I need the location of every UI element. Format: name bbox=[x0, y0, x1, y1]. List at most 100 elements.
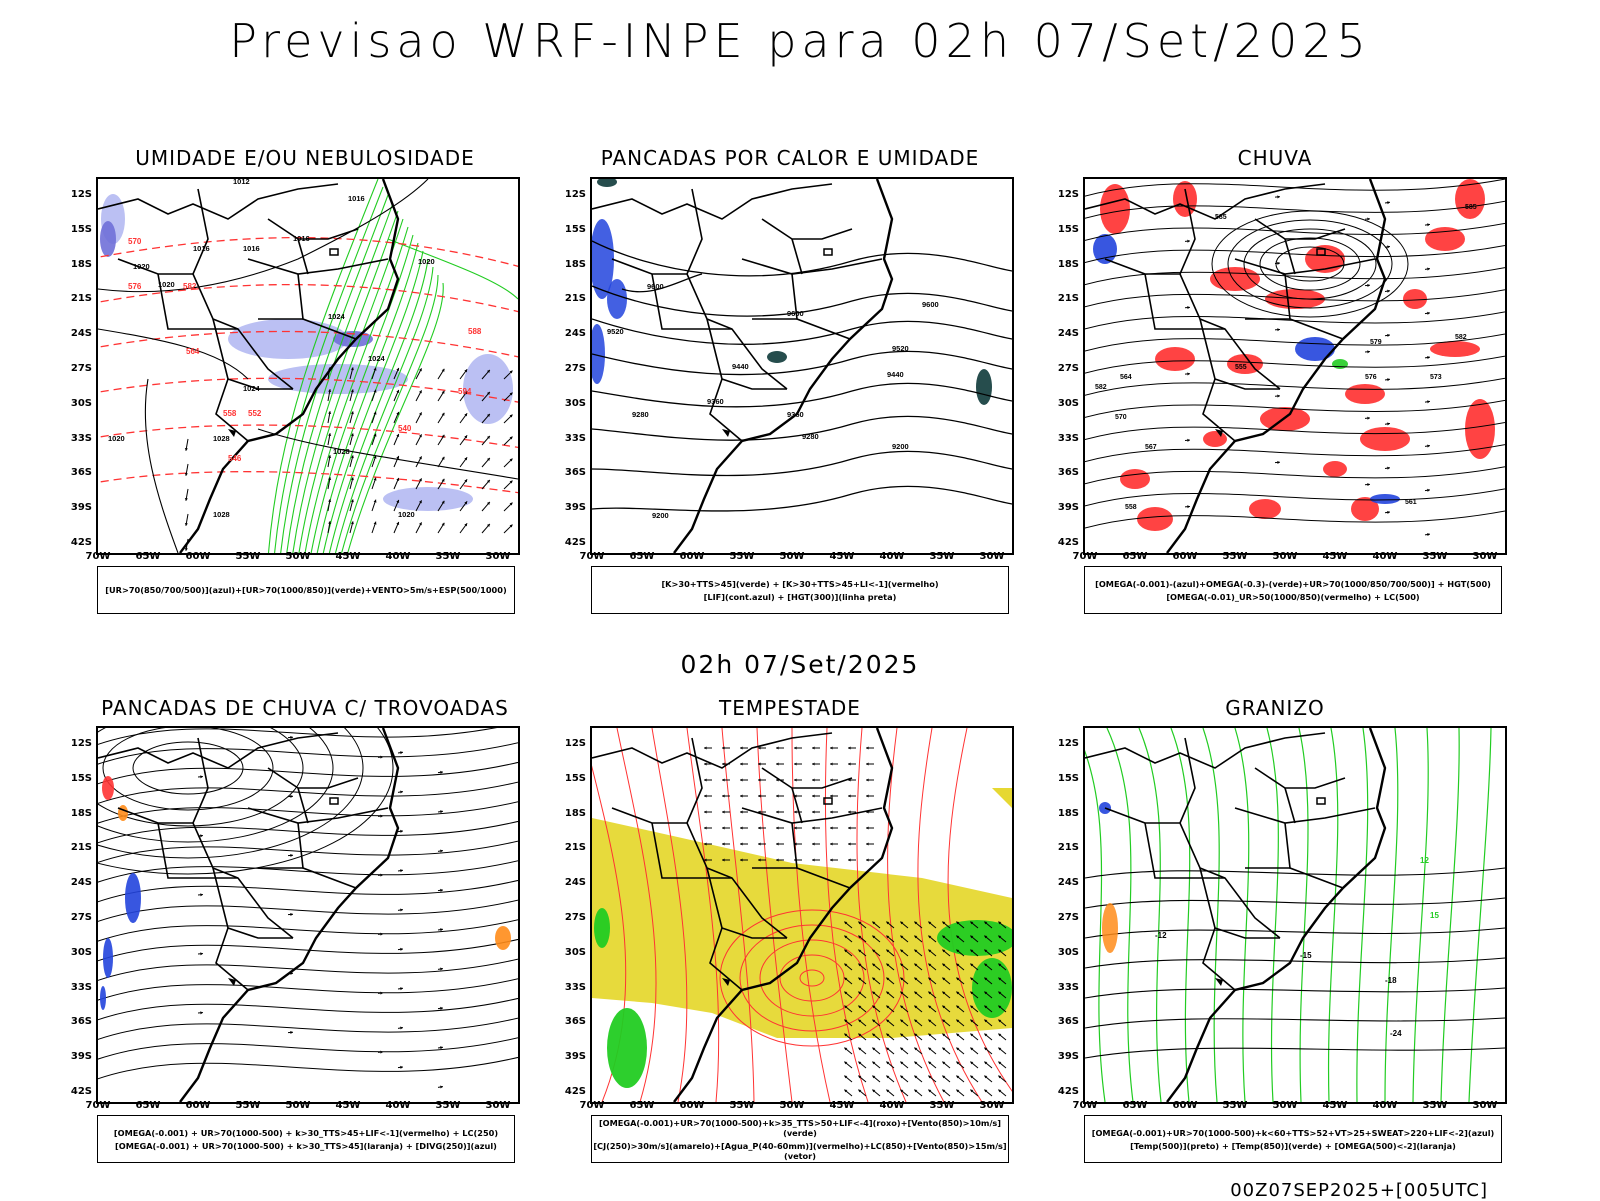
svg-text:564: 564 bbox=[186, 347, 200, 356]
svg-text:546: 546 bbox=[228, 454, 242, 463]
lat-tick-label: 30S bbox=[64, 947, 92, 958]
svg-text:1016: 1016 bbox=[293, 234, 310, 243]
lat-tick-label: 15S bbox=[1051, 224, 1079, 235]
legend-storm: [OMEGA(-0.001)+UR>70(1000-500)+k>35_TTS>… bbox=[591, 1115, 1009, 1163]
svg-text:1020: 1020 bbox=[158, 280, 175, 289]
lat-tick-label: 30S bbox=[558, 398, 586, 409]
svg-text:576: 576 bbox=[1365, 374, 1377, 381]
lon-tick-label: 35W bbox=[1420, 1100, 1450, 1111]
lon-tick-label: 70W bbox=[83, 551, 113, 562]
lat-tick-label: 18S bbox=[558, 808, 586, 819]
lon-tick-label: 65W bbox=[133, 551, 163, 562]
lat-tick-label: 12S bbox=[1051, 189, 1079, 200]
lat-tick-label: 33S bbox=[64, 982, 92, 993]
svg-text:1028: 1028 bbox=[213, 510, 230, 519]
lon-tick-label: 70W bbox=[1070, 1100, 1100, 1111]
lon-tick-label: 45W bbox=[333, 1100, 363, 1111]
lat-tick-label: 15S bbox=[64, 773, 92, 784]
svg-text:564: 564 bbox=[1120, 374, 1132, 381]
lat-tick-label: 30S bbox=[1051, 398, 1079, 409]
svg-text:594: 594 bbox=[458, 387, 472, 396]
lon-tick-label: 35W bbox=[433, 1100, 463, 1111]
lat-tick-label: 18S bbox=[1051, 808, 1079, 819]
svg-text:9360: 9360 bbox=[707, 397, 724, 406]
lat-tick-label: 15S bbox=[558, 773, 586, 784]
lon-tick-label: 60W bbox=[183, 551, 213, 562]
lat-tick-label: 27S bbox=[558, 363, 586, 374]
svg-text:558: 558 bbox=[1125, 504, 1137, 511]
map-canvas: 9600960095209520944094409360936092809280… bbox=[592, 179, 1012, 553]
lat-tick-label: 36S bbox=[1051, 1016, 1079, 1027]
lat-tick-label: 33S bbox=[1051, 433, 1079, 444]
lat-tick-label: 15S bbox=[64, 224, 92, 235]
svg-text:9200: 9200 bbox=[892, 442, 909, 451]
svg-text:1028: 1028 bbox=[213, 434, 230, 443]
lon-tick-label: 60W bbox=[677, 1100, 707, 1111]
map-storm bbox=[590, 726, 1014, 1104]
lon-tick-label: 55W bbox=[233, 551, 263, 562]
svg-text:9600: 9600 bbox=[787, 309, 804, 318]
svg-text:552: 552 bbox=[248, 409, 262, 418]
legend-line: [OMEGA(-0.001)-(azul)+OMEGA(-0.3)-(verde… bbox=[1085, 579, 1501, 589]
legend-line: [K>30+TTS>45](verde) + [K>30+TTS>45+LI<-… bbox=[592, 579, 1008, 589]
svg-text:-18: -18 bbox=[1385, 976, 1397, 985]
lat-tick-label: 18S bbox=[558, 259, 586, 270]
svg-text:9360: 9360 bbox=[787, 410, 804, 419]
svg-text:9600: 9600 bbox=[647, 282, 664, 291]
svg-text:1016: 1016 bbox=[348, 194, 365, 203]
lon-tick-label: 45W bbox=[1320, 1100, 1350, 1111]
svg-text:9520: 9520 bbox=[607, 327, 624, 336]
lon-tick-label: 40W bbox=[383, 1100, 413, 1111]
lon-tick-label: 30W bbox=[977, 551, 1007, 562]
lon-tick-label: 40W bbox=[877, 1100, 907, 1111]
lon-tick-label: 55W bbox=[1220, 551, 1250, 562]
lon-tick-label: 65W bbox=[1120, 551, 1150, 562]
lat-tick-label: 27S bbox=[64, 363, 92, 374]
lon-tick-label: 45W bbox=[1320, 551, 1350, 562]
lon-tick-label: 40W bbox=[383, 551, 413, 562]
lon-tick-label: 35W bbox=[1420, 551, 1450, 562]
svg-text:579: 579 bbox=[1370, 339, 1382, 346]
lat-tick-label: 30S bbox=[558, 947, 586, 958]
lon-tick-label: 35W bbox=[927, 551, 957, 562]
svg-text:12: 12 bbox=[1420, 856, 1429, 865]
svg-text:1024: 1024 bbox=[368, 354, 386, 363]
lon-tick-label: 60W bbox=[677, 551, 707, 562]
legend-humidity: [UR>70(850/700/500)](azul)+[UR>70(1000/8… bbox=[97, 566, 515, 614]
lon-tick-label: 55W bbox=[1220, 1100, 1250, 1111]
panel-title-heat-showers: PANCADAS POR CALOR E UMIDADE bbox=[580, 146, 1000, 170]
legend-line: [CJ(250)>30m/s](amarelo)+[Agua_P(40-60mm… bbox=[592, 1141, 1008, 1161]
mid-title: 02h 07/Set/2025 bbox=[0, 650, 1600, 679]
lat-tick-label: 15S bbox=[1051, 773, 1079, 784]
lon-tick-label: 65W bbox=[133, 1100, 163, 1111]
lon-tick-label: 35W bbox=[433, 551, 463, 562]
lat-tick-label: 27S bbox=[64, 912, 92, 923]
lon-tick-label: 40W bbox=[1370, 1100, 1400, 1111]
svg-text:9280: 9280 bbox=[802, 432, 819, 441]
legend-heat-showers: [K>30+TTS>45](verde) + [K>30+TTS>45+LI<-… bbox=[591, 566, 1009, 614]
legend-line: [OMEGA(-0.01)_UR>50(1000/850)(vermelho) … bbox=[1085, 592, 1501, 602]
lon-tick-label: 60W bbox=[1170, 1100, 1200, 1111]
lat-tick-label: 39S bbox=[558, 1051, 586, 1062]
legend-line: [Temp(500)](preto) + [Temp(850)](verde) … bbox=[1085, 1141, 1501, 1151]
lat-tick-label: 42S bbox=[64, 1086, 92, 1097]
lat-tick-label: 33S bbox=[558, 433, 586, 444]
lat-tick-label: 33S bbox=[64, 433, 92, 444]
lat-tick-label: 21S bbox=[64, 842, 92, 853]
svg-text:582: 582 bbox=[1095, 384, 1107, 391]
svg-text:558: 558 bbox=[223, 409, 237, 418]
svg-text:1012: 1012 bbox=[233, 179, 250, 186]
panel-title-storm: TEMPESTADE bbox=[580, 696, 1000, 720]
legend-line: [UR>70(850/700/500)](azul)+[UR>70(1000/8… bbox=[98, 585, 514, 595]
lon-tick-label: 50W bbox=[1270, 1100, 1300, 1111]
lat-tick-label: 21S bbox=[558, 293, 586, 304]
lon-tick-label: 55W bbox=[727, 1100, 757, 1111]
lat-tick-label: 21S bbox=[64, 293, 92, 304]
lon-tick-label: 40W bbox=[1370, 551, 1400, 562]
lat-tick-label: 24S bbox=[64, 877, 92, 888]
lat-tick-label: 12S bbox=[64, 189, 92, 200]
lat-tick-label: 21S bbox=[1051, 293, 1079, 304]
